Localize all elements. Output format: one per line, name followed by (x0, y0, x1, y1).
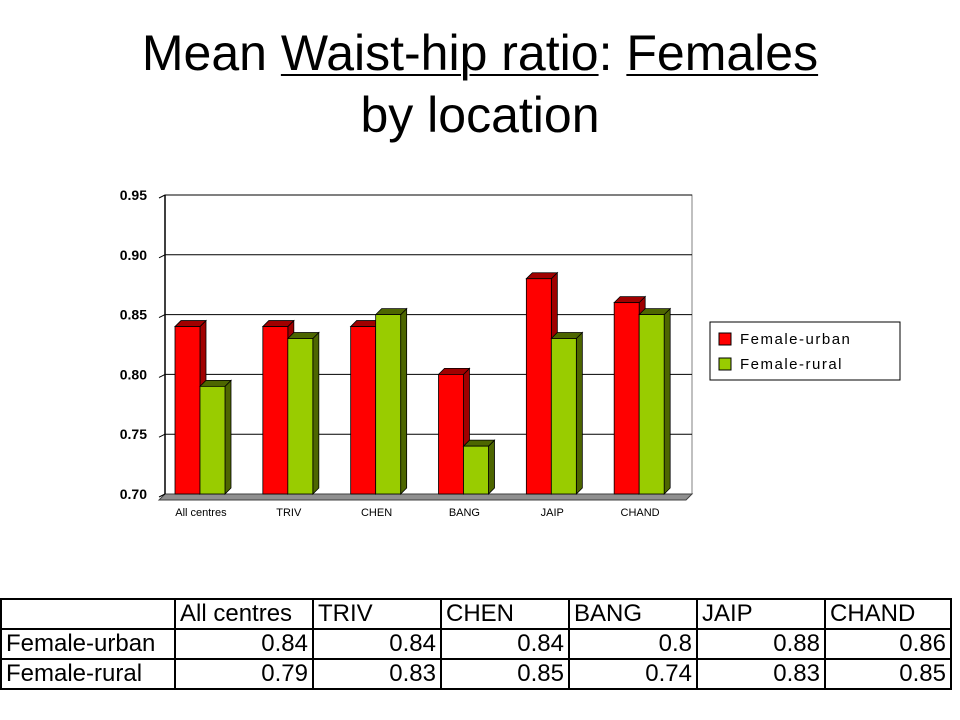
legend-label: Female-rural (740, 356, 843, 373)
y-tick-label: 0.80 (120, 366, 147, 382)
plot-area (164, 194, 693, 495)
bar (550, 338, 577, 495)
bar-top (199, 379, 232, 387)
table-row: Female-urban 0.84 0.84 0.84 0.8 0.88 0.8… (0, 628, 952, 660)
bar (174, 326, 201, 495)
title-part-waist-hip: Waist-hip ratio (280, 25, 599, 81)
chart-title: Mean Waist-hip ratio: Females by locatio… (0, 22, 960, 146)
table-corner-cell (0, 598, 176, 630)
chart-floor (157, 493, 694, 501)
table-cell: 0.88 (696, 628, 826, 660)
table-cell: 0.83 (696, 658, 826, 690)
y-tick-label: 0.90 (120, 247, 147, 263)
x-tick-label: CHAND (621, 507, 660, 519)
x-tick-label: CHEN (361, 507, 392, 519)
x-tick-label: JAIP (541, 507, 564, 519)
bar (262, 326, 289, 495)
legend-swatch (718, 357, 732, 371)
legend-label: Female-urban (740, 331, 851, 348)
bar-top (261, 320, 295, 327)
table-cell: 0.84 (174, 628, 314, 660)
data-table: All centres TRIV CHEN BANG JAIP CHAND Fe… (0, 598, 952, 690)
y-tick-mark (158, 433, 166, 438)
table-row-label: Female-rural (0, 658, 176, 690)
bar (438, 373, 464, 495)
table-cell: 0.79 (174, 658, 314, 690)
bar (525, 278, 552, 495)
bar (350, 326, 377, 495)
title-part-females: Females (626, 25, 819, 81)
bar-top (462, 439, 496, 447)
bar (287, 338, 314, 495)
y-tick-mark (158, 254, 166, 259)
legend-box (709, 321, 901, 381)
table-cell: 0.86 (824, 628, 952, 660)
y-tick-mark (158, 493, 166, 498)
bar-top (437, 367, 471, 375)
x-tick-label: BANG (449, 507, 480, 519)
table-row: Female-rural 0.79 0.83 0.85 0.74 0.83 0.… (0, 658, 952, 690)
bar (375, 314, 402, 495)
table-cell: 0.8 (568, 628, 698, 660)
table-cell: 0.84 (312, 628, 442, 660)
bar-top (613, 296, 647, 304)
bar (638, 314, 665, 495)
table-header-cell: CHAND (824, 598, 952, 630)
y-tick-mark (158, 314, 166, 319)
title-part-mean: Mean (141, 25, 281, 81)
x-tick-label: TRIV (276, 507, 302, 519)
y-tick-mark (158, 194, 166, 199)
y-tick-label: 0.95 (120, 187, 147, 203)
y-tick-label: 0.75 (120, 426, 147, 442)
y-tick-mark (158, 373, 166, 378)
table-cell: 0.85 (824, 658, 952, 690)
table-header-cell: BANG (568, 598, 698, 630)
bar (199, 385, 226, 495)
table-header-row: All centres TRIV CHEN BANG JAIP CHAND (0, 598, 952, 630)
x-tick-label: All centres (175, 507, 227, 519)
bar-side (575, 331, 583, 495)
bar-side (224, 379, 232, 495)
table-cell: 0.84 (440, 628, 570, 660)
table-cell: 0.85 (440, 658, 570, 690)
table-header-cell: All centres (174, 598, 314, 630)
title-part-colon: : (598, 25, 627, 81)
title-part-location: by location (360, 87, 600, 143)
table-row-label: Female-urban (0, 628, 176, 660)
table-cell: 0.83 (312, 658, 442, 690)
legend-swatch (718, 332, 732, 346)
table-header-cell: JAIP (696, 598, 826, 630)
y-tick-label: 0.85 (120, 307, 147, 323)
y-tick-label: 0.70 (120, 486, 147, 502)
bar (463, 445, 489, 495)
table-header-cell: CHEN (440, 598, 570, 630)
bar-top (286, 332, 320, 339)
bar-top (525, 272, 559, 280)
bar-side (663, 307, 671, 495)
table-cell: 0.74 (568, 658, 698, 690)
table-header-cell: TRIV (312, 598, 442, 630)
bar-side (312, 331, 320, 495)
bar-chart: 0.70 0.75 0.80 0.85 0.90 0.95 All centres TRIV C… (120, 187, 901, 519)
bar (613, 302, 640, 495)
bar-top (638, 308, 672, 316)
bar-top (374, 308, 408, 316)
bar-side (400, 307, 408, 495)
bar-top (550, 332, 584, 339)
bar-top (174, 320, 207, 327)
bar-side (488, 439, 495, 495)
